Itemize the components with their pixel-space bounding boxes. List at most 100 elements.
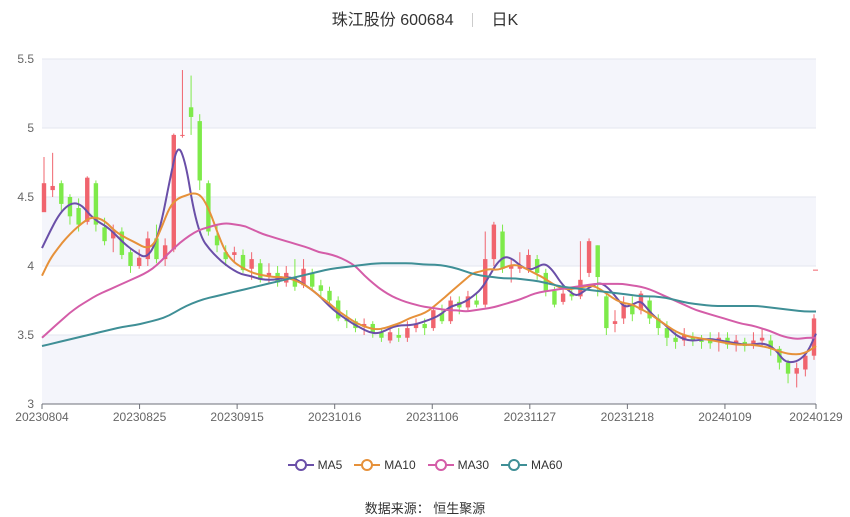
y-tick-label: 3 [27,397,34,411]
candle-body [318,285,324,291]
legend-label: MA10 [384,458,416,472]
candle-body [197,121,202,181]
candle-body [439,312,445,322]
candle-body [673,337,678,342]
y-tick-label: 3.5 [17,328,34,342]
candle [604,293,609,335]
candle-body [794,368,799,374]
candle [41,156,47,213]
candle [284,266,289,287]
candle-body [396,335,401,338]
candle-body [188,107,194,117]
candle-body [630,304,635,315]
candle-body [136,257,142,266]
legend-marker-icon [427,459,454,471]
candle [612,310,618,333]
x-tick-label: 20231127 [504,410,557,424]
x-tick-label: 20230825 [113,410,167,424]
candle [50,152,55,197]
candle-body [240,254,246,271]
candle-body [422,323,427,329]
candle [249,252,254,280]
candle [785,359,791,384]
candle [327,286,332,305]
candle-body [67,197,73,217]
candle-body [491,224,497,260]
legend-marker-icon [501,459,528,471]
candle-body [258,263,263,280]
legend-item-ma30[interactable]: MA30 [427,458,489,472]
candle [794,362,799,388]
data-source: 数据来源： 恒生聚源 [364,501,486,516]
candle [491,221,497,266]
x-tick-label: 20240109 [698,410,752,424]
candle-body [552,290,557,305]
legend-item-ma10[interactable]: MA10 [354,458,416,472]
y-tick-label: 4 [27,259,34,273]
candle [500,224,505,273]
candle-body [180,134,185,136]
candle [145,231,151,266]
candle [517,252,523,273]
stock-name-code: 珠江股份 600684 [331,12,454,29]
ma-line-ma30 [41,222,816,340]
legend-item-ma5[interactable]: MA5 [287,458,342,472]
candle-body [474,300,479,305]
candle-body [751,340,756,347]
candle-body [707,340,713,344]
candle [396,328,401,342]
legend-marker-icon [287,459,314,471]
candle-body [405,328,410,338]
candle-body [249,259,254,269]
candle-body [301,268,306,286]
candle [136,249,142,269]
candle-body [759,337,765,341]
x-axis: 20230804 20230825 20230915 20231016 20231106… [15,403,843,424]
candle-body [526,254,531,269]
legend-item-ma60[interactable]: MA60 [501,458,562,472]
kline-chart[interactable]: 33.544.555.5 20230804 20230825 20230915 202… [0,0,850,450]
candle-body [586,241,592,273]
x-tick-label: 20230804 [15,410,69,424]
candle [318,279,324,297]
candle-body [413,323,419,329]
candle [85,176,90,225]
moving-average-lines [41,148,818,364]
candle-body [93,183,99,225]
period-tab-daily[interactable]: 日K [491,12,519,29]
chart-title: 珠江股份 600684 日K [0,6,850,30]
candle-body [569,293,574,297]
candle [188,75,194,135]
grid-band [42,335,816,404]
candle [335,296,341,322]
candle-body [292,277,298,287]
candle [699,335,704,349]
candle [223,245,228,266]
candle-body [85,177,90,222]
candle [93,180,99,232]
candle-body [560,293,566,302]
candle [656,314,661,335]
candle-body [162,245,168,260]
candle-body [500,231,505,269]
x-tick-label: 20230915 [210,410,264,424]
candle-body [76,208,81,225]
candle-body [768,340,773,349]
candle [768,335,773,356]
candle [690,332,696,347]
candle-body [612,321,618,324]
candle [379,328,384,342]
candle-body [59,183,64,204]
candle-body [335,300,341,319]
ma-line-ma5 [41,148,817,364]
grid-band [42,59,816,128]
legend-marker-icon [354,459,381,471]
candle [119,227,125,260]
candle [630,296,635,322]
candle [154,224,159,264]
ma-line-ma10 [41,192,817,356]
x-tick-label: 20231106 [406,410,459,424]
candle-body [50,185,55,191]
candle [232,246,237,264]
candle [171,133,176,253]
